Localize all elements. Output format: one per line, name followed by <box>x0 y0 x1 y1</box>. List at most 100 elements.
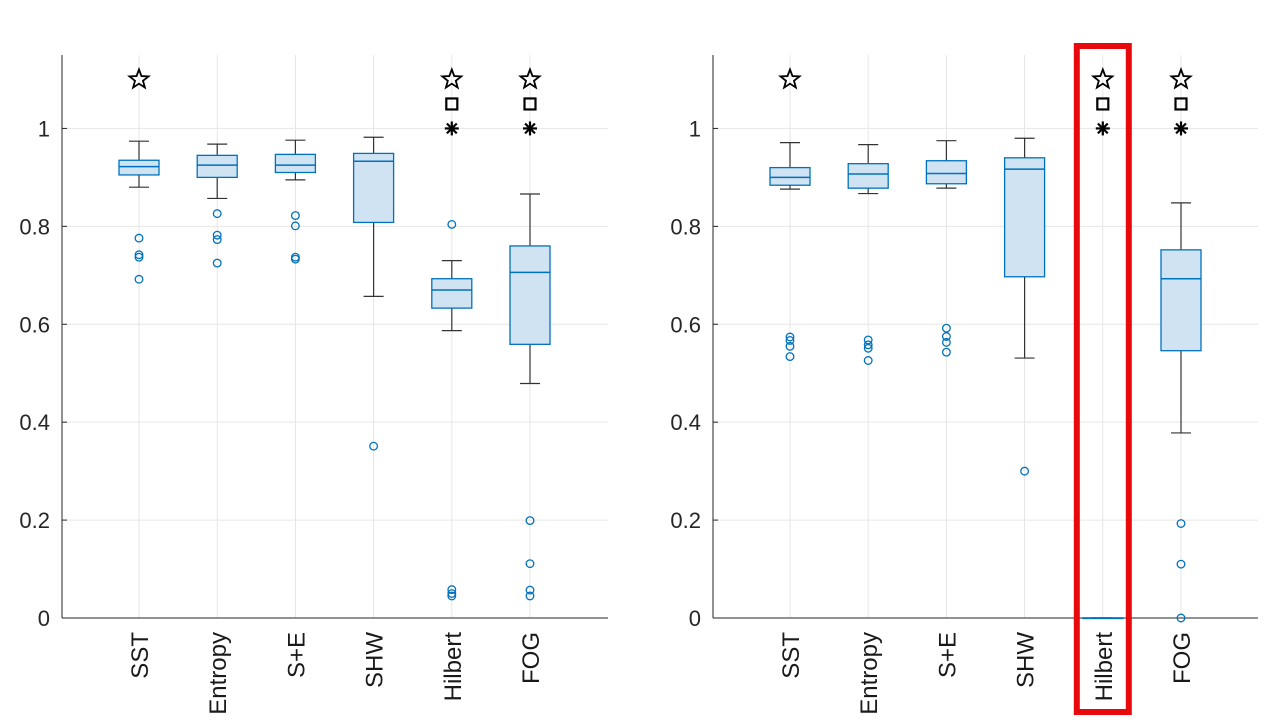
outlier-point <box>369 441 379 451</box>
outlier-point <box>941 337 951 347</box>
y-tick-label: 0.8 <box>670 214 701 239</box>
box-shw <box>352 136 395 451</box>
y-tick-label: 0.2 <box>670 508 701 533</box>
y-tick-label: 0.2 <box>19 508 50 533</box>
outlier-point <box>134 250 144 260</box>
outlier-point <box>134 274 144 284</box>
right-boxplot-panel: 0 0.2 0.4 0.6 0.8 1 SST Entropy S+E SHW Hilbert FOG <box>670 43 1258 715</box>
box-body <box>769 166 811 186</box>
box-hilbert <box>1082 66 1124 620</box>
box-fog <box>509 66 551 601</box>
category-label: S+E <box>934 632 961 678</box>
square-marker <box>1174 97 1188 111</box>
box-sst <box>769 66 811 362</box>
outlier-point <box>1176 559 1186 569</box>
y-tick-label: 0 <box>38 606 50 631</box>
category-label: SST <box>778 632 805 679</box>
category-label: SST <box>127 632 154 679</box>
asterisk-stroke <box>1175 122 1187 135</box>
star-marker <box>778 66 802 90</box>
y-tick-label: 0.8 <box>19 214 50 239</box>
box-s-e <box>274 139 317 264</box>
outlier-point <box>1020 466 1030 476</box>
star-marker <box>1169 66 1193 90</box>
star-marker <box>127 66 151 90</box>
asterisk-stroke <box>524 122 536 135</box>
outlier-point <box>134 233 144 243</box>
outlier-point <box>941 323 951 333</box>
y-tick-label: 0.6 <box>19 312 50 337</box>
outlier-point <box>290 211 300 221</box>
outlier-point <box>525 559 535 569</box>
outlier-point <box>212 209 222 219</box>
box-body <box>196 154 238 179</box>
outlier-point <box>447 585 457 595</box>
box-body <box>847 163 889 189</box>
y-tick-label: 0.4 <box>19 410 50 435</box>
square-marker <box>523 97 537 111</box>
box-body <box>274 153 317 174</box>
box-s-e <box>925 140 968 357</box>
box-entropy <box>196 143 238 268</box>
outlier-point <box>447 589 457 598</box>
outlier-point <box>863 343 873 353</box>
outlier-point <box>863 335 873 345</box>
y-tick-label: 0.6 <box>670 312 701 337</box>
outlier-point <box>290 254 300 264</box>
outlier-point <box>525 591 535 601</box>
asterisk-stroke <box>446 122 458 135</box>
outlier-point <box>785 341 795 351</box>
square-marker <box>445 97 459 111</box>
y-tick-label: 0.4 <box>670 410 701 435</box>
outlier-point <box>941 332 951 341</box>
outlier-point <box>863 356 873 365</box>
outlier-point <box>785 332 795 342</box>
category-label: SHW <box>362 632 389 688</box>
star-marker <box>439 66 464 90</box>
asterisk-stroke <box>1097 122 1109 135</box>
star-marker <box>1090 66 1115 90</box>
category-label: Hilbert <box>1091 632 1118 702</box>
square-marker <box>1096 97 1110 111</box>
outlier-point <box>785 335 795 345</box>
left-boxplot-panel: 0 0.2 0.4 0.6 0.8 1 SST Entropy S+E SHW Hilbert FOG <box>19 55 608 715</box>
box-fog <box>1160 66 1202 623</box>
category-label: Hilbert <box>440 632 467 702</box>
box-body <box>431 278 473 309</box>
outlier-point <box>212 230 222 240</box>
outlier-point <box>212 235 222 245</box>
outlier-point <box>290 221 300 231</box>
outlier-point <box>941 347 951 357</box>
box-entropy <box>847 143 889 365</box>
category-label: FOG <box>518 632 545 684</box>
outlier-point <box>1176 613 1186 623</box>
category-label: Entropy <box>205 632 232 715</box>
box-body <box>352 152 395 224</box>
outlier-point <box>525 585 535 595</box>
outlier-point <box>212 258 222 268</box>
category-label: Entropy <box>856 632 883 715</box>
box-body <box>1160 249 1202 352</box>
box-body <box>509 245 551 345</box>
outlier-point <box>863 340 873 350</box>
outlier-point <box>525 516 535 526</box>
outlier-point <box>785 352 795 362</box>
grid <box>62 55 608 619</box>
box-hilbert <box>431 66 473 601</box>
star-marker <box>518 66 542 90</box>
category-label: SHW <box>1013 632 1040 688</box>
y-tick-label: 0 <box>689 606 701 631</box>
outlier-point <box>134 252 144 262</box>
category-label: S+E <box>283 632 310 678</box>
outlier-point <box>447 591 457 601</box>
asterisk-marker <box>523 121 537 136</box>
y-tick-label: 1 <box>689 116 701 141</box>
asterisk-marker <box>444 121 459 136</box>
box-shw <box>1003 137 1046 476</box>
box-body <box>1003 157 1046 278</box>
y-tick-label: 1 <box>38 116 50 141</box>
category-label: FOG <box>1169 632 1196 684</box>
outlier-point <box>1176 519 1186 528</box>
box-body <box>925 160 968 185</box>
